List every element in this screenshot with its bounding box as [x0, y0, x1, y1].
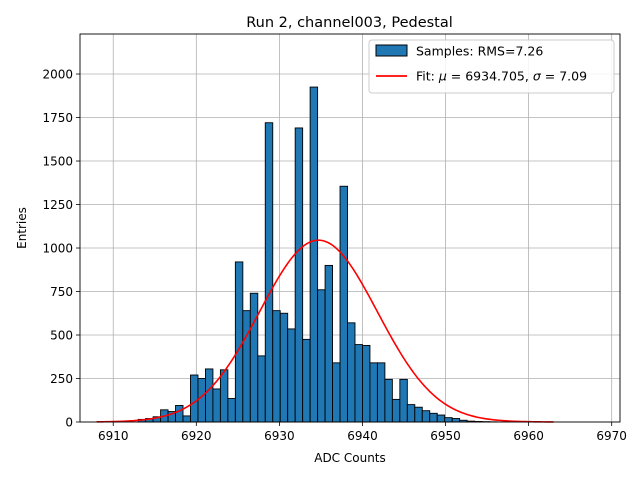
x-tick-label: 6930 — [264, 429, 295, 443]
y-tick-label: 1500 — [42, 155, 73, 169]
fit-equals-2: = — [541, 69, 559, 84]
y-axis-ticks: 0 250 500 750 1000 1250 1500 1750 2000 — [42, 68, 80, 430]
histogram-bar — [317, 289, 326, 423]
histogram-bar — [272, 310, 281, 423]
plot-frame — [79, 33, 621, 423]
histogram-bar — [249, 292, 259, 423]
fit-equals-1: = — [447, 69, 465, 84]
fit-prefix: Fit: — [416, 69, 439, 84]
fit-mu-value: 6934.705 — [465, 69, 525, 84]
y-tick-label: 250 — [50, 372, 73, 386]
histogram-bar — [264, 122, 274, 423]
histogram-bar — [204, 368, 214, 423]
histogram-bar — [279, 312, 289, 423]
y-tick-label: 0 — [65, 416, 73, 430]
histogram-bar — [294, 127, 304, 423]
fit-sigma-value: 7.09 — [559, 69, 587, 84]
y-tick-label: 2000 — [42, 68, 73, 82]
histogram-bar — [309, 86, 319, 423]
fit-mu-symbol: μ — [438, 69, 447, 84]
histogram-bar — [324, 264, 334, 423]
x-axis-ticks: 6910 6920 6930 6940 6950 6960 6970 — [98, 422, 627, 443]
histogram-bar — [339, 185, 348, 423]
histogram-bar — [182, 415, 191, 423]
fit-sigma-symbol: σ — [533, 69, 542, 84]
histogram-bar — [384, 378, 393, 423]
legend-box — [368, 39, 615, 94]
y-tick-label: 500 — [50, 329, 73, 343]
histogram-bar — [302, 338, 311, 423]
histogram-bar — [234, 261, 244, 423]
histogram-bar — [369, 362, 378, 423]
y-tick-label: 750 — [50, 285, 73, 299]
histogram-bar — [227, 398, 236, 423]
x-tick-label: 6950 — [430, 429, 461, 443]
histogram-bar — [391, 398, 401, 423]
histogram-bar — [376, 362, 386, 423]
histogram-bar — [212, 388, 221, 423]
fit-separator: , — [525, 69, 533, 84]
legend-fit-label: Fit: μ = 6934.705, σ = 7.09 — [416, 69, 587, 84]
histogram-bar — [362, 344, 371, 423]
histogram-bar — [429, 412, 438, 423]
histogram-bar — [332, 362, 341, 423]
y-axis-label: Entries — [15, 207, 29, 249]
x-axis-label: ADC Counts — [314, 451, 386, 465]
x-tick-label: 6910 — [98, 429, 129, 443]
legend: Samples: RMS=7.26 Fit: μ = 6934.705, σ =… — [368, 39, 615, 94]
histogram-bar — [175, 405, 184, 423]
histogram-bars — [137, 86, 498, 423]
histogram-bar — [436, 414, 446, 423]
y-tick-label: 1250 — [42, 198, 73, 212]
histogram-bar — [421, 410, 431, 423]
y-tick-label: 1750 — [42, 111, 73, 125]
legend-samples-label: Samples: RMS=7.26 — [416, 44, 543, 59]
histogram-bar — [190, 374, 199, 423]
histogram-bar — [242, 310, 251, 423]
histogram-bar — [354, 344, 363, 423]
histogram-bar — [219, 369, 229, 423]
histogram-bar — [451, 418, 461, 423]
histogram-bar — [287, 328, 296, 423]
histogram-bar — [197, 378, 206, 423]
x-tick-label: 6920 — [181, 429, 212, 443]
histogram-bar — [399, 378, 408, 423]
x-tick-label: 6940 — [347, 429, 378, 443]
gaussian-fit-curve — [96, 239, 554, 423]
plot-area — [79, 33, 621, 423]
histogram-bar — [347, 322, 356, 423]
chart-title: Run 2, channel003, Pedestal — [246, 15, 453, 31]
x-tick-label: 6970 — [596, 429, 627, 443]
y-tick-label: 1000 — [42, 242, 73, 256]
histogram-bar — [257, 355, 266, 423]
histogram-bar — [414, 406, 423, 423]
histogram-bar — [406, 404, 416, 423]
x-tick-label: 6960 — [513, 429, 544, 443]
legend-samples-swatch — [375, 44, 408, 57]
histogram-bar — [444, 417, 453, 423]
